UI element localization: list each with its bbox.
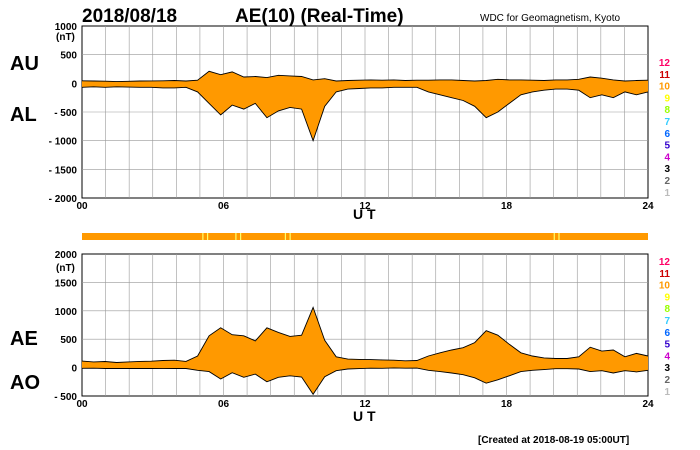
date-label: 2018/08/18 (82, 6, 177, 27)
source-label: WDC for Geomagnetism, Kyoto (480, 13, 620, 24)
x-tick-label: 12 (359, 201, 371, 212)
station-count-legend-label: 3 (664, 164, 670, 175)
au-al-x-tick-labels: 00 06 12 18 24 (76, 201, 654, 212)
ae-ao-y-tick-labels: 2000 1500 1000 500 0 - 500 (54, 250, 77, 403)
station-count-legend-label: 12 (659, 58, 671, 69)
station-bar-fill (82, 233, 648, 240)
x-tick-label: 18 (501, 201, 513, 212)
y-tick-label: - 500 (54, 392, 77, 403)
station-count-legend-label: 7 (664, 117, 670, 128)
x-tick-label: 00 (76, 399, 88, 410)
ae-series-line (81, 306, 649, 363)
au-series-line (81, 70, 649, 83)
au-al-y-tick-labels: 1000 500 0 - 500 - 1000 - 1500 - 2000 (49, 22, 78, 205)
station-count-legend-label: 9 (664, 93, 670, 104)
station-count-legend-label: 7 (664, 316, 670, 327)
ae-ao-grid (82, 254, 648, 396)
al-series-label: AL (10, 104, 37, 126)
station-count-bar (82, 233, 648, 240)
station-bar-mark (553, 233, 555, 240)
y-tick-label: - 1000 (49, 137, 78, 148)
station-count-legend-label: 10 (659, 82, 671, 93)
y-tick-label: 500 (60, 335, 77, 346)
ae-ao-envelope-area (82, 307, 648, 395)
x-tick-label: 06 (218, 399, 230, 410)
x-tick-label: 00 (76, 201, 88, 212)
x-tick-label: 24 (642, 399, 654, 410)
y-tick-label: 1000 (55, 307, 78, 318)
au-al-unit-label: (nT) (56, 32, 75, 43)
al-series-line (81, 86, 649, 143)
station-count-legend-label: 2 (664, 176, 670, 187)
y-tick-label: 0 (71, 79, 77, 90)
station-count-legend-label: 2 (664, 375, 670, 386)
x-tick-label: 06 (218, 201, 230, 212)
station-bar-mark (558, 233, 560, 240)
au-al-envelope-area (82, 71, 648, 141)
ao-series-label: AO (10, 372, 40, 394)
x-tick-label: 12 (359, 399, 371, 410)
au-series-label: AU (10, 53, 39, 75)
station-count-legend-label: 5 (664, 141, 670, 152)
y-tick-label: 500 (60, 51, 77, 62)
station-bar-mark (289, 233, 291, 240)
station-bar-marks (202, 233, 560, 240)
y-tick-label: - 500 (54, 108, 77, 119)
station-bar-mark (202, 233, 204, 240)
station-count-legend-label: 1 (664, 188, 670, 199)
chart-title: AE(10) (Real-Time) (235, 6, 404, 27)
y-tick-label: - 2000 (49, 194, 78, 205)
station-count-legend-label: 9 (664, 292, 670, 303)
y-tick-label: - 1500 (49, 165, 78, 176)
au-al-x-axis-label: U T (353, 206, 376, 222)
ao-series-line (81, 367, 649, 396)
station-count-legend-label: 1 (664, 387, 670, 398)
station-count-legend-label: 3 (664, 363, 670, 374)
station-count-legend-label: 8 (664, 304, 670, 315)
station-count-legend-label: 6 (664, 328, 670, 339)
station-count-legend-label: 12 (659, 257, 671, 268)
station-bar-mark (284, 233, 287, 240)
x-tick-label: 24 (642, 201, 654, 212)
station-count-legend-label: 11 (659, 269, 670, 280)
station-bar-mark (206, 233, 209, 240)
y-tick-label: 1500 (55, 278, 78, 289)
station-count-legend-label: 4 (664, 152, 670, 163)
station-count-legend-label: 8 (664, 105, 670, 116)
au-al-grid (82, 26, 648, 198)
x-tick-label: 18 (501, 399, 513, 410)
y-tick-label: 2000 (55, 250, 78, 261)
ae-ao-x-tick-labels: 00 06 12 18 24 (76, 399, 654, 410)
station-count-legend-label: 11 (659, 70, 670, 81)
y-tick-label: 0 (71, 364, 77, 375)
ae-ao-unit-label: (nT) (56, 263, 75, 274)
station-count-legend-label: 4 (664, 351, 670, 362)
ae-ao-x-axis-label: U T (353, 408, 376, 424)
created-timestamp: [Created at 2018-08-19 05:00UT] (478, 435, 629, 446)
station-bar-mark (240, 233, 242, 240)
station-bar-mark (235, 233, 237, 240)
y-tick-label: 1000 (55, 22, 78, 33)
ae-series-label: AE (10, 328, 38, 350)
station-count-legend-label: 6 (664, 129, 670, 140)
station-count-legend-label: 10 (659, 281, 671, 292)
station-count-legend-label: 5 (664, 340, 670, 351)
